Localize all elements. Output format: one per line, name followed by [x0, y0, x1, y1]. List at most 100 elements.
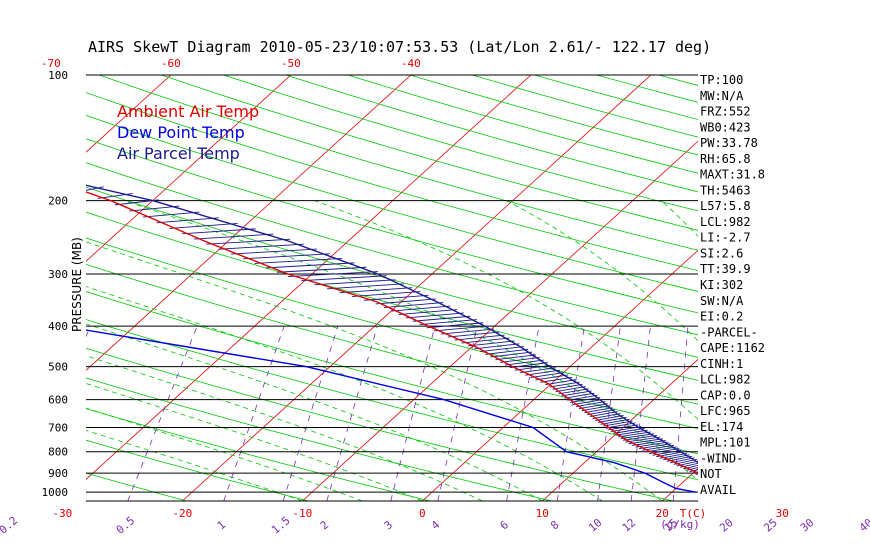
dry-adiabat-line: [86, 211, 698, 381]
dry-adiabat-line: [86, 162, 698, 336]
mixing-ratio-tick-label: 1: [215, 518, 228, 532]
top-temp-tick-label: -50: [281, 57, 301, 70]
legend-item: Ambient Air Temp: [117, 102, 259, 121]
cape-hatch: [613, 427, 645, 434]
cape-hatch: [514, 364, 552, 371]
mixing-ratio-unit-label: (g/kg): [660, 518, 700, 531]
cape-hatch: [605, 422, 636, 429]
moist-adiabat-line: [86, 383, 423, 501]
isotherm-line: [182, 75, 652, 501]
index-label: NOT: [700, 467, 722, 481]
index-label: TH:5463: [700, 183, 751, 197]
cape-hatch: [600, 418, 630, 425]
cape-hatch: [597, 416, 627, 423]
cape-hatch: [620, 433, 655, 440]
cape-hatch: [194, 233, 274, 240]
isotherm-line: [86, 75, 532, 480]
cape-hatch: [530, 372, 565, 379]
pressure-tick-label: 900: [48, 467, 68, 480]
cape-hatch: [552, 383, 583, 390]
dry-adiabat-line: [86, 319, 698, 481]
cape-hatch: [230, 248, 317, 255]
dry-adiabat-line: [86, 138, 698, 314]
dry-adiabat-line: [86, 408, 431, 501]
legend-item: Dew Point Temp: [117, 123, 245, 142]
pressure-tick-label: 700: [48, 422, 68, 435]
cape-hatch: [254, 257, 343, 264]
cape-hatch: [440, 328, 495, 335]
bottom-temp-tick-label: 10: [536, 507, 549, 520]
cape-hatch: [419, 319, 477, 325]
cape-hatch: [635, 441, 669, 448]
dry-adiabat-line: [285, 75, 698, 193]
top-temp-tick-label: -40: [401, 57, 421, 70]
mixing-ratio-line: [0, 326, 16, 501]
cape-hatch: [142, 211, 200, 218]
mixing-ratio-line: [672, 326, 689, 501]
dry-adiabat-line: [86, 263, 698, 430]
cape-hatch: [169, 222, 238, 229]
cape-hatch: [351, 291, 421, 297]
mixing-ratio-line: [773, 326, 777, 501]
index-label: LI:-2.7: [700, 231, 751, 245]
cape-hatch: [578, 403, 608, 410]
moist-adiabat-line: [86, 355, 483, 501]
cape-hatch: [412, 315, 471, 322]
cape-hatch: [540, 376, 573, 383]
moist-adiabat-line: [506, 200, 698, 342]
isotherm-line: [86, 75, 172, 153]
cape-hatch: [398, 309, 458, 315]
cape-hatch: [156, 217, 219, 224]
cape-hatch: [301, 275, 387, 282]
cape-hatch: [485, 348, 529, 355]
cape-hatch: [405, 312, 464, 319]
moist-adiabat-line: [86, 323, 543, 501]
mixing-ratio-tick-label: 40: [857, 516, 870, 534]
index-label: CAP:0.0: [700, 388, 751, 402]
mixing-ratio-line: [437, 326, 478, 501]
index-label: FRZ:552: [700, 105, 751, 119]
cape-hatch: [570, 396, 601, 403]
bottom-temp-tick-label: 0: [419, 507, 426, 520]
dry-adiabat-line: [86, 92, 698, 272]
cape-hatch: [623, 434, 658, 441]
cape-hatch: [39, 173, 42, 178]
cape-hatch: [509, 362, 548, 369]
index-label: WB0:423: [700, 120, 751, 134]
moist-adiabat-line: [86, 241, 663, 501]
bottom-temp-tick-label: 30: [776, 507, 789, 520]
dry-adiabat-line: [472, 75, 698, 138]
cape-hatch: [59, 180, 74, 185]
isotherm-line: [86, 75, 292, 262]
pressure-tick-label: 200: [48, 195, 68, 208]
cape-hatch: [581, 405, 611, 412]
pressure-tick-label: 400: [48, 320, 68, 333]
cape-hatch: [242, 253, 330, 260]
isotherm-line: [86, 75, 412, 371]
top-temp-tick-label: -60: [161, 57, 181, 70]
pressure-tick-label: 300: [48, 268, 68, 281]
cape-hatch: [505, 359, 544, 366]
legend-item: Air Parcel Temp: [117, 144, 240, 163]
dry-adiabat-line: [86, 377, 552, 501]
mixing-ratio-tick-label: 3: [382, 518, 395, 532]
mixing-ratio-tick-label: 20: [717, 516, 736, 534]
cape-hatch: [628, 438, 664, 445]
moist-adiabat-line: [86, 286, 603, 501]
pressure-tick-label: 500: [48, 361, 68, 374]
cape-hatch: [327, 283, 404, 290]
index-label: MW:N/A: [700, 89, 744, 103]
cape-hatch: [181, 228, 256, 235]
cape-hatch: [545, 379, 577, 386]
cape-hatch: [535, 374, 569, 381]
cape-hatch: [549, 381, 580, 388]
top-temp-tick-label: -70: [41, 57, 61, 70]
cape-hatch: [461, 337, 510, 344]
cape-hatch: [592, 413, 621, 419]
cape-hatch: [339, 287, 413, 294]
mixing-ratio-line: [556, 326, 585, 501]
cape-hatch: [519, 367, 556, 374]
index-label: LCL:982: [700, 373, 751, 387]
bottom-temp-tick-label: 20: [656, 507, 669, 520]
